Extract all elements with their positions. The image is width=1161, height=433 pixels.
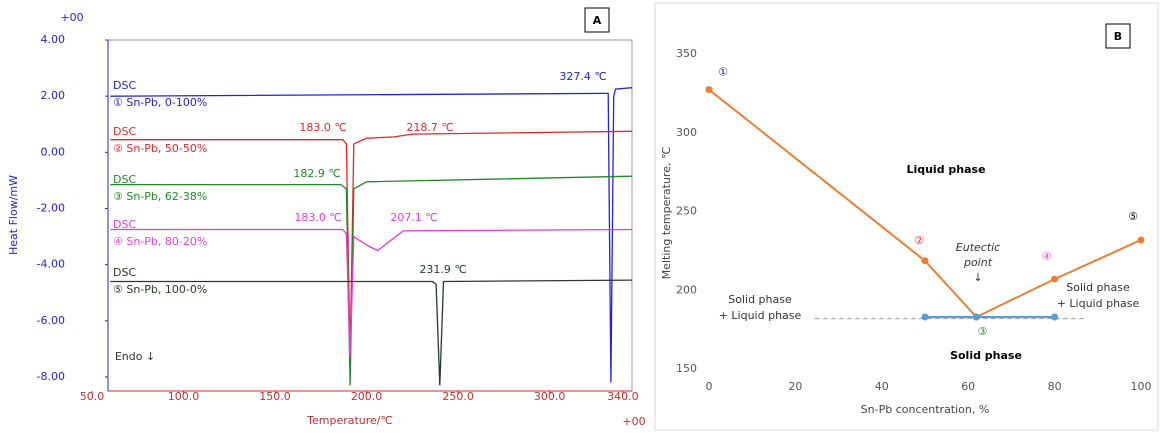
series-label: ③ Sn-Pb, 62-38% <box>113 190 207 203</box>
series-label: ⑤ Sn-Pb, 100-0% <box>113 283 207 296</box>
annotation: 231.9 ℃ <box>419 263 466 276</box>
x-tick-label: 200.0 <box>351 390 383 403</box>
point <box>1051 275 1059 283</box>
annotation: 207.1 ℃ <box>390 211 437 224</box>
point-label: ① <box>718 66 728 79</box>
series-line <box>110 87 633 383</box>
x-tick-label: 340.0 <box>607 390 639 403</box>
y-tick-label: 4.00 <box>41 33 66 46</box>
point-label: ③ <box>977 325 987 338</box>
x-tick-label: 300.0 <box>534 390 566 403</box>
y-tick-label: 350 <box>676 47 697 60</box>
x-tick-label: 250.0 <box>442 390 474 403</box>
annotation: 182.9 ℃ <box>293 167 340 180</box>
series-line <box>110 175 633 386</box>
series-label: ② Sn-Pb, 50-50% <box>113 142 207 155</box>
axis-label-y: Heat Flow/mW <box>7 175 20 255</box>
panel-label-box <box>1105 23 1131 49</box>
annotation: 327.4 ℃ <box>559 70 606 83</box>
point <box>1051 313 1059 321</box>
point <box>921 257 929 265</box>
series-tag: DSC <box>113 266 136 279</box>
y-tick-label: -4.00 <box>37 258 65 271</box>
series-label: ① Sn-Pb, 0-100% <box>113 96 207 109</box>
point-label: ⑤ <box>1128 210 1138 223</box>
x-tick-label: 150.0 <box>259 390 291 403</box>
series-tag: DSC <box>113 125 136 138</box>
x-tick-label: 100 <box>1131 380 1152 393</box>
x-exponent: +00 <box>622 415 645 428</box>
annotation: Eutectic <box>956 241 1000 254</box>
annotation: Endo ↓ <box>115 350 155 363</box>
series-tag: DSC <box>113 218 136 231</box>
annotation: 218.7 ℃ <box>406 121 453 134</box>
x-tick-label: 0 <box>706 380 713 393</box>
series-line <box>110 279 633 386</box>
y-exponent: +00 <box>60 11 83 24</box>
annotation: Solid phase <box>728 293 792 306</box>
point-label: ② <box>914 234 924 247</box>
y-tick-label: 0.00 <box>41 145 66 158</box>
point <box>921 313 929 321</box>
series-tag: DSC <box>113 79 136 92</box>
y-tick-label: -8.00 <box>37 370 65 383</box>
y-tick-label: -6.00 <box>37 314 65 327</box>
y-tick-label: 2.00 <box>41 89 66 102</box>
point <box>1137 236 1145 244</box>
x-tick-label: 80 <box>1048 380 1062 393</box>
panel-b-border <box>654 2 1159 431</box>
panel-label: A <box>593 14 602 27</box>
x-tick-label: 40 <box>875 380 889 393</box>
axis-label-x: Sn-Pb concentration, % <box>861 403 990 416</box>
y-tick-label: 200 <box>676 283 697 296</box>
series-label: ④ Sn-Pb, 80-20% <box>113 235 207 248</box>
y-tick-label: 300 <box>676 126 697 139</box>
annotation: + Liquid phase <box>719 309 802 322</box>
y-tick-label: 250 <box>676 205 697 218</box>
x-tick-label: 20 <box>788 380 802 393</box>
x-tick-label: 50.0 <box>80 390 105 403</box>
series-tag: DSC <box>113 173 136 186</box>
series-line <box>110 130 633 358</box>
point-label: ④ <box>1042 250 1052 263</box>
annotation: ↓ <box>973 271 982 284</box>
y-tick-label: 150 <box>676 362 697 375</box>
annotation: Liquid phase <box>906 163 985 176</box>
annotation: 183.0 ℃ <box>294 211 341 224</box>
point <box>972 313 980 321</box>
panel-label: B <box>1114 30 1122 43</box>
panel-label-box <box>584 7 610 33</box>
axis-label-x: Temperature/℃ <box>306 414 393 427</box>
annotation: point <box>963 256 993 269</box>
y-tick-label: -2.00 <box>37 201 65 214</box>
annotation: 183.0 ℃ <box>299 121 346 134</box>
series-line <box>110 228 633 358</box>
annotation: Solid phase <box>950 349 1022 362</box>
annotation: Solid phase <box>1066 281 1130 294</box>
point <box>705 86 713 94</box>
x-tick-label: 100.0 <box>168 390 200 403</box>
plot-frame <box>107 39 633 392</box>
axis-label-y: Melting temperature, ℃ <box>660 147 673 280</box>
annotation: + Liquid phase <box>1057 297 1140 310</box>
x-tick-label: 60 <box>961 380 975 393</box>
